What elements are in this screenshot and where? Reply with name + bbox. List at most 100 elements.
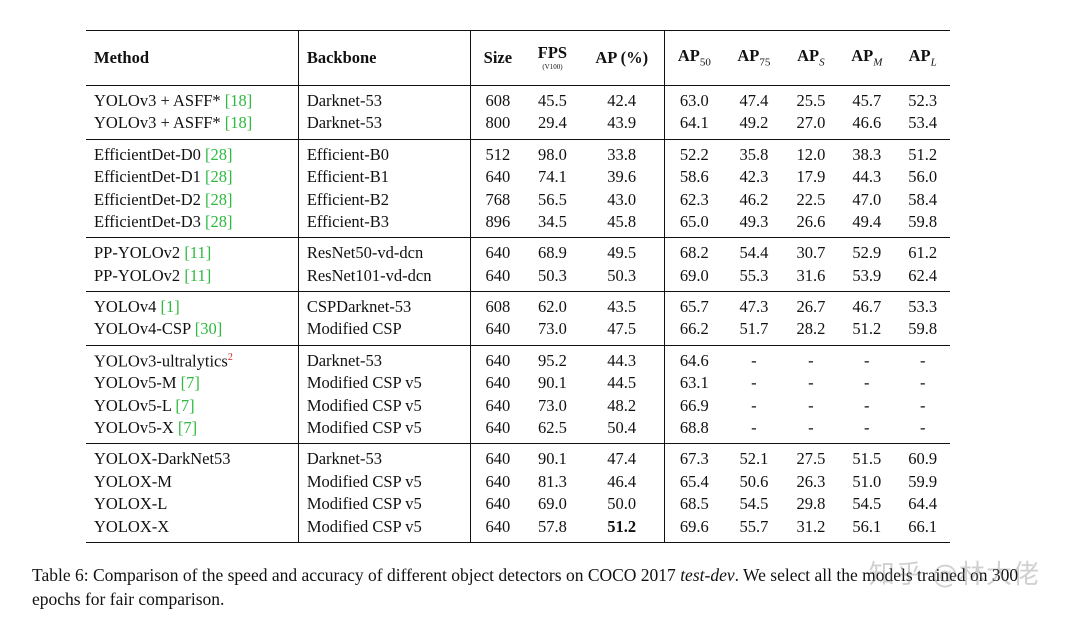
cell-ap50: 68.5 — [663, 493, 725, 516]
cell-ap75: 54.4 — [724, 237, 784, 265]
cell-ap75: 50.6 — [739, 471, 769, 491]
cell-method: PP-YOLOv2 [11] — [86, 237, 299, 265]
header-aps: APS — [783, 30, 839, 86]
citation-link[interactable]: [7] — [180, 373, 200, 393]
cell-fps: 62.5 — [538, 418, 567, 438]
cell-ap: 46.4 — [607, 471, 637, 491]
cell-apl: - — [919, 395, 926, 415]
cell-method: PP-YOLOv2 [11] — [86, 265, 298, 292]
cell-backbone: Modified CSP v5 — [297, 394, 471, 418]
citation-link[interactable]: [30] — [194, 319, 223, 339]
cell-size: 640 — [469, 344, 525, 373]
watermark: 知乎 @林大佬 — [868, 560, 1040, 590]
header-apm: APM — [838, 30, 896, 86]
cell-apl: 58.4 — [908, 189, 938, 209]
cell-ap: 51.2 — [607, 516, 637, 536]
cell-ap: 47.4 — [579, 443, 665, 471]
cell-ap: 44.3 — [579, 344, 665, 373]
caption-prefix: Table 6: Comparison of the speed and acc… — [32, 565, 681, 585]
cell-aps: 12.0 — [783, 138, 839, 167]
cell-apm: - — [838, 344, 896, 373]
cell-backbone: Modified CSP — [297, 318, 471, 346]
method-name: YOLOv5-X — [94, 418, 178, 438]
table-row: EfficientDet-D3 [28] Efficient-B3 896 34.5 4… — [86, 210, 950, 238]
cell-size: 640 — [469, 417, 525, 444]
cell-ap50: 58.6 — [663, 166, 725, 189]
cell-fps: 50.3 — [538, 265, 567, 285]
cell-fps: 57.8 — [538, 516, 567, 536]
cell-ap50: 68.2 — [663, 237, 725, 265]
cell-fps: 68.9 — [524, 237, 580, 265]
table-row: YOLOv5-L [7] Modified CSP v5 640 73.0 48.2 66… — [86, 394, 950, 418]
cell-apl: 52.3 — [895, 85, 950, 113]
cell-fps: 74.1 — [538, 167, 567, 187]
cell-ap: 45.8 — [607, 211, 637, 231]
cell-ap: 48.2 — [607, 395, 637, 415]
cell-ap75: 47.3 — [724, 291, 784, 319]
cell-apl: 61.2 — [895, 237, 950, 265]
cell-size: 512 — [469, 138, 525, 167]
citation-link[interactable]: [28] — [205, 144, 233, 164]
cell-fps: 73.0 — [538, 319, 567, 339]
cell-ap50: 66.2 — [663, 318, 725, 346]
cell-method: EfficientDet-D2 [28] — [86, 189, 298, 211]
citation-link[interactable]: [7] — [175, 395, 195, 415]
cell-method: EfficientDet-D0 [28] — [86, 138, 299, 167]
header-ap50-base: AP — [677, 45, 700, 65]
method-name: EfficientDet-D0 — [94, 144, 206, 164]
cell-aps: 31.2 — [796, 516, 826, 536]
cell-size: 640 — [469, 318, 525, 346]
cell-backbone: Modified CSP v5 — [297, 515, 471, 543]
cell-apm: - — [864, 418, 870, 438]
header-fps-label: FPS — [537, 43, 568, 63]
header-ap: AP (%) — [579, 30, 665, 86]
cell-method: YOLOv4-CSP [30] — [86, 319, 298, 346]
citation-link[interactable]: [18] — [224, 90, 253, 110]
header-aps-base: AP — [797, 45, 820, 65]
table-row: YOLOv3 + ASFF* [18] Darknet-53 800 29.4 43.9… — [86, 112, 950, 140]
table-row: YOLOv3 + ASFF* [18] Darknet-53 608 45.5 42.4… — [86, 85, 950, 113]
citation-link[interactable]: [11] — [184, 265, 212, 285]
cell-method: YOLOv4 [1] — [86, 291, 299, 319]
cell-ap: 49.5 — [579, 237, 665, 265]
cell-apm: 46.6 — [852, 113, 882, 133]
cell-ap75: - — [724, 344, 784, 373]
cell-method: YOLOv5-L [7] — [86, 395, 298, 417]
cell-method: EfficientDet-D1 [28] — [86, 166, 298, 188]
cell-apl: 53.4 — [908, 113, 938, 133]
cell-fps: 56.5 — [538, 189, 567, 209]
header-row: Method Backbone Size FPS (V100) AP (%) AP… — [86, 30, 950, 86]
table-row: YOLOv5-M [7] Modified CSP v5 640 90.1 44.5 63… — [86, 372, 950, 395]
cell-ap50: 69.0 — [663, 264, 725, 292]
cell-fps: 90.1 — [524, 443, 580, 471]
cell-method: YOLOX-M — [86, 471, 298, 493]
cell-ap50: 63.1 — [663, 372, 725, 395]
cell-apm: - — [864, 395, 870, 415]
cell-ap: 50.4 — [607, 418, 637, 438]
cell-apm: 45.7 — [838, 85, 896, 113]
citation-link[interactable]: [28] — [205, 167, 233, 187]
method-name: YOLOX-X — [94, 516, 170, 536]
citation-link[interactable]: [7] — [177, 418, 198, 438]
table-row: YOLOv4 [1] CSPDarknet-53 608 62.0 43.5 65.7 47… — [86, 291, 950, 319]
citation-link[interactable]: [28] — [205, 211, 233, 231]
citation-link[interactable]: [11] — [184, 243, 212, 263]
cell-aps: 17.9 — [796, 167, 826, 187]
cell-aps: - — [808, 418, 814, 438]
footnote-link[interactable]: 2 — [227, 351, 233, 363]
citation-link[interactable]: [1] — [160, 297, 180, 317]
cell-fps: 69.0 — [538, 494, 567, 514]
cell-size: 768 — [469, 188, 525, 211]
cell-fps: 98.0 — [524, 138, 580, 167]
cell-backbone: ResNet101-vd-dcn — [297, 264, 471, 292]
citation-link[interactable]: [18] — [224, 113, 253, 133]
cell-size: 640 — [469, 237, 525, 265]
citation-link[interactable]: [28] — [205, 189, 233, 209]
cell-size: 640 — [469, 166, 525, 189]
cell-backbone: ResNet50-vd-dcn — [297, 237, 471, 265]
method-name: YOLOX-M — [94, 471, 172, 491]
cell-backbone: Darknet-53 — [297, 112, 471, 140]
cell-apm: 51.5 — [838, 443, 896, 471]
table-caption: Table 6: Comparison of the speed and acc… — [32, 563, 1052, 611]
header-aps-sub: S — [819, 56, 825, 69]
